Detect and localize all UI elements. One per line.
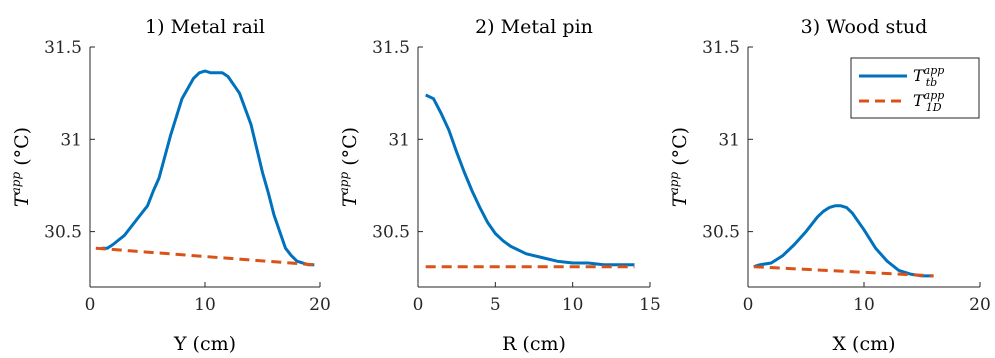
chart-title: 1) Metal rail — [145, 16, 265, 38]
y-tick-label: 31.5 — [44, 38, 82, 58]
chart-title: 3) Wood stud — [801, 16, 928, 38]
legend-label: Tapp 1D — [913, 89, 944, 114]
y-tick-label: 30.5 — [702, 223, 740, 243]
x-tick-label: 10 — [194, 295, 216, 315]
series-line-1d — [753, 265, 934, 278]
series-line-tb — [425, 93, 635, 267]
series-line-tb — [753, 204, 934, 278]
y-axis-label: Tapp (°C) — [667, 127, 691, 207]
x-axis-label: R (cm) — [502, 333, 566, 355]
y-axis-label: Tapp (°C) — [337, 127, 361, 207]
legend-label: Tapp tb — [913, 64, 944, 89]
x-tick-label: 10 — [562, 295, 584, 315]
y-tick-label: 31 — [60, 130, 82, 150]
chart-panel-3: 0 10 20 30.5 31 31.5 3) Wood stud X (cm) Tapp (°… — [667, 16, 991, 355]
y-axis-label: Tapp (°C) — [9, 127, 33, 207]
x-tick-label: 10 — [853, 295, 875, 315]
y-tick-label: 30.5 — [372, 223, 410, 243]
series-line-tb — [101, 69, 315, 267]
series-line-1d — [95, 246, 315, 267]
chart-panel-2: 0 5 10 15 30.5 31 31.5 2) Metal pin R (cm) Tapp (… — [337, 16, 661, 355]
x-tick-label: 15 — [639, 295, 661, 315]
x-tick-label: 0 — [413, 295, 424, 315]
chart-title: 2) Metal pin — [475, 16, 593, 38]
x-tick-label: 20 — [969, 295, 991, 315]
x-axis-label: X (cm) — [832, 333, 895, 355]
x-tick-label: 20 — [309, 295, 331, 315]
y-tick-label: 31.5 — [702, 38, 740, 58]
y-tick-label: 31 — [388, 130, 410, 150]
y-tick-label: 31.5 — [372, 38, 410, 58]
chart-panel-1: 0 10 20 30.5 31 31.5 1) Metal rail Y (cm) Tapp (… — [9, 16, 331, 355]
x-tick-label: 0 — [743, 295, 754, 315]
y-tick-label: 31 — [718, 130, 740, 150]
x-axis-label: Y (cm) — [173, 333, 236, 355]
x-tick-label: 0 — [85, 295, 96, 315]
legend-box — [850, 57, 980, 119]
x-tick-label: 5 — [490, 295, 501, 315]
y-tick-label: 30.5 — [44, 223, 82, 243]
